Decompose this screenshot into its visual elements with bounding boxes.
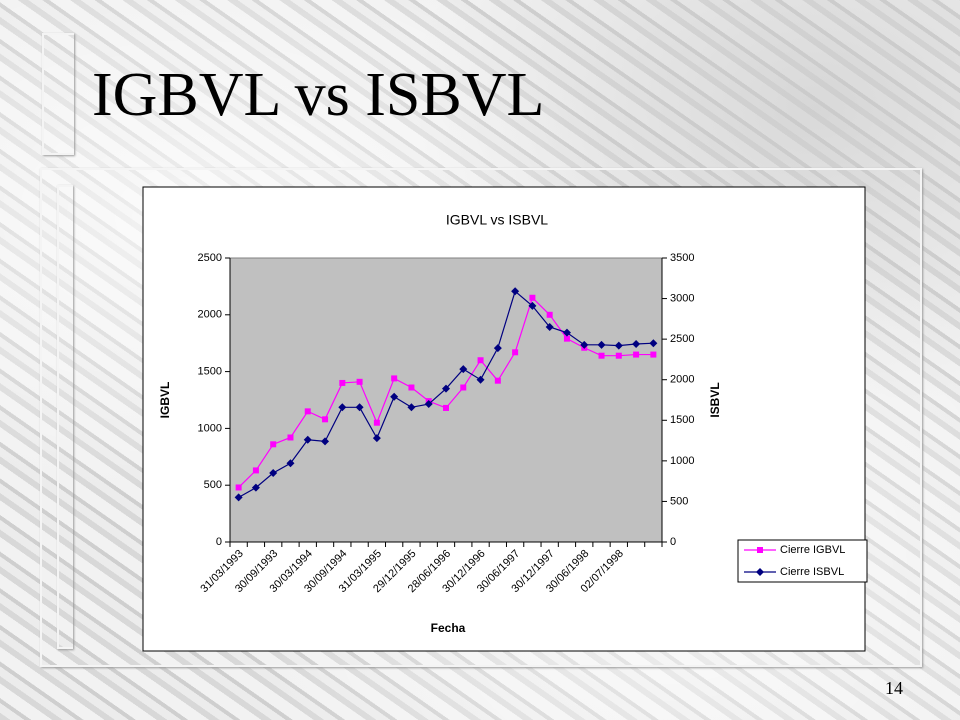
y2-tick-label: 3000 [670,292,694,304]
y-tick-label: 2500 [198,252,222,264]
data-point [373,419,380,426]
data-point [372,434,381,443]
y-tick-label: 1500 [198,366,222,378]
data-point [408,384,415,391]
data-point [322,416,329,423]
y-tick-label: 0 [216,536,222,548]
y-tick-label: 1000 [198,422,222,434]
y2-tick-label: 1500 [670,414,694,426]
slide-title: IGBVL vs ISBVL [92,61,545,129]
data-point [545,322,554,331]
decoration [40,168,922,667]
y2-tick-label: 2000 [670,374,694,386]
data-point [339,379,346,386]
data-point [614,341,623,350]
data-point [528,301,537,310]
data-point [633,351,640,358]
legend-marker [756,568,764,576]
y-tick-label: 2000 [198,309,222,321]
data-point [650,351,657,358]
y2-tick-label: 0 [670,536,676,548]
data-point [529,294,536,301]
data-point [407,403,416,412]
data-point [391,375,398,382]
data-point [287,434,294,441]
y2-axis-label: ISBVL [708,382,722,417]
y-tick-label: 500 [204,479,222,491]
data-point [286,459,295,468]
data-point [304,408,311,415]
x-axis-label: Fecha [431,621,466,635]
legend-label: Cierre IGBVL [780,544,845,556]
data-point [649,339,658,348]
data-point [546,311,553,318]
data-point [356,378,363,385]
data-point [270,441,277,448]
data-point [459,365,468,374]
data-point [338,403,347,412]
data-point [443,404,449,411]
y2-tick-label: 1000 [670,455,694,467]
data-point [424,400,433,409]
data-point [234,493,243,502]
data-point [235,484,242,491]
data-point [512,349,519,356]
data-point [563,335,570,342]
data-point [321,437,330,446]
data-point [493,344,502,353]
data-point [355,403,364,412]
y2-tick-label: 500 [670,495,688,507]
data-point [252,467,259,474]
page-number: 14 [885,678,903,698]
chart-title: IGBVL vs ISBVL [446,212,548,228]
data-point [598,352,605,359]
decoration [42,33,74,155]
data-point [476,375,485,384]
data-point [615,352,622,359]
plot-area [229,257,663,543]
data-point [477,357,484,364]
data-point [390,392,399,401]
data-point [562,328,571,337]
legend-marker [757,547,763,553]
y2-tick-label: 3500 [670,252,694,264]
data-point [460,384,467,391]
data-point [511,287,520,296]
data-point [269,469,278,478]
data-point [303,435,312,444]
y-axis-label: IGBVL [158,382,172,419]
data-point [494,377,501,384]
data-point [251,483,260,492]
data-point [632,340,641,349]
legend-label: Cierre ISBVL [780,566,844,578]
decoration [57,185,73,649]
data-point [580,340,589,349]
data-point [442,384,450,393]
y2-tick-label: 2500 [670,333,694,345]
data-point [597,340,606,349]
